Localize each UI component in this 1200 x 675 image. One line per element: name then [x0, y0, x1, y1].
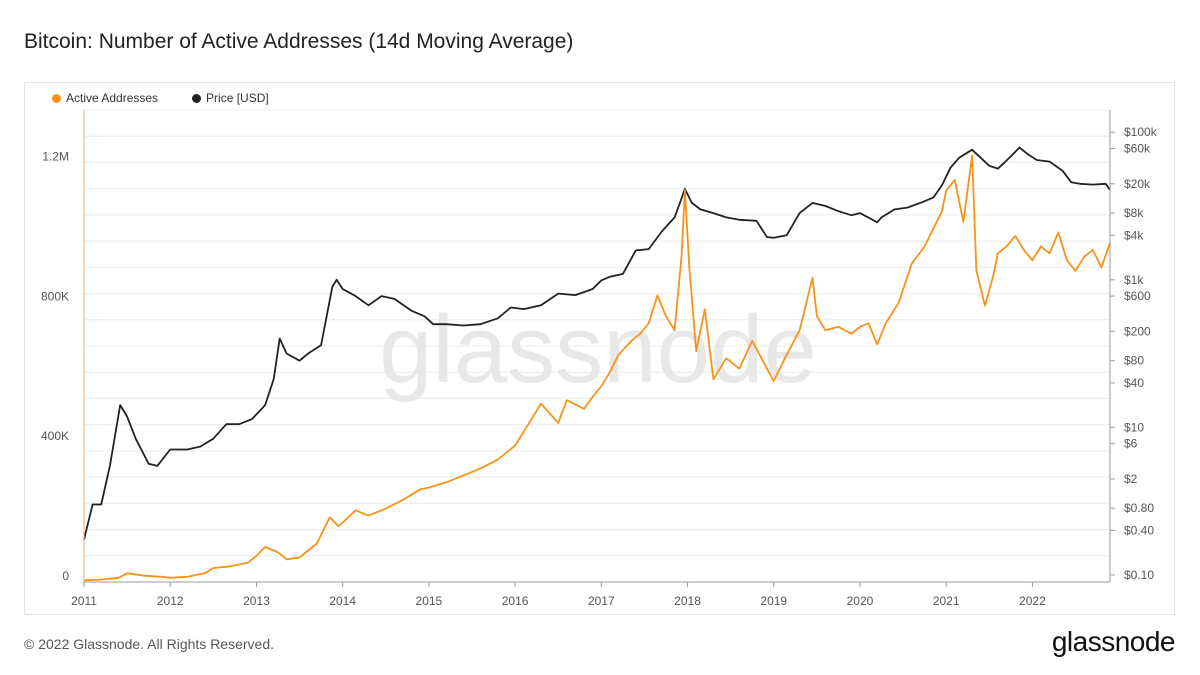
- x-tick-label: 2013: [243, 594, 270, 608]
- y-right-tick-label: $20k: [1124, 177, 1151, 191]
- x-tick-label: 2020: [847, 594, 874, 608]
- chart-title: Bitcoin: Number of Active Addresses (14d…: [24, 30, 574, 53]
- y-left-tick-label: 800K: [41, 289, 69, 303]
- y-right-tick-label: $4k: [1124, 228, 1144, 242]
- axis-layer: 2011 2012 2013 2014 2015 2016 2017 2018 2019 2020…: [41, 110, 1158, 608]
- grid-layer: [84, 109, 1110, 583]
- chart-panel: [24, 82, 1175, 615]
- y-right-tick-label: $80: [1124, 354, 1144, 368]
- y-left-tick-label: 1.2M: [42, 149, 69, 163]
- x-tick-label: 2011: [71, 594, 97, 608]
- series-layer: [83, 146, 1111, 582]
- legend-item-active-addresses[interactable]: Active Addresses: [52, 91, 158, 105]
- y-right-tick-label: $600: [1124, 289, 1151, 303]
- series-line-price: [83, 146, 1111, 540]
- glassnode-logo[interactable]: glassnode: [1051, 626, 1176, 657]
- x-tick-label: 2016: [502, 594, 529, 608]
- x-tick-label: 2017: [588, 594, 615, 608]
- y-right-tick-label: $100k: [1124, 125, 1158, 139]
- y-right-tick-label: $200: [1124, 324, 1151, 338]
- chart-legend: Active Addresses Price [USD]: [52, 91, 269, 105]
- y-right-tick-label: $0.40: [1124, 523, 1154, 537]
- watermark: glassnode: [379, 296, 817, 403]
- y-right-tick-label: $0.10: [1124, 568, 1154, 582]
- y-right-tick-label: $6: [1124, 437, 1138, 451]
- x-tick-label: 2019: [760, 594, 787, 608]
- y-right-tick-label: $0.80: [1124, 501, 1154, 515]
- copyright-text: © 2022 Glassnode. All Rights Reserved.: [24, 636, 275, 652]
- y-right-tick-label: $10: [1124, 420, 1144, 434]
- x-tick-label: 2021: [933, 594, 960, 608]
- y-left-tick-label: 400K: [41, 429, 69, 443]
- legend-dot-price: [192, 93, 202, 103]
- legend-dot-active-addresses: [52, 93, 61, 103]
- x-tick-label: 2014: [329, 594, 356, 608]
- x-tick-label: 2022: [1019, 594, 1046, 608]
- series-line-active-addresses: [83, 154, 1111, 582]
- y-right-tick-label: $1k: [1124, 273, 1144, 287]
- legend-label-active-addresses: Active Addresses: [66, 91, 159, 105]
- y-left-tick-label: 0: [62, 569, 69, 583]
- y-right-tick-label: $8k: [1124, 206, 1144, 220]
- legend-item-price[interactable]: Price [USD]: [192, 91, 269, 105]
- legend-label-price: Price [USD]: [206, 91, 269, 105]
- x-tick-label: 2015: [416, 594, 443, 608]
- y-right-tick-label: $60k: [1124, 142, 1151, 156]
- y-right-tick-label: $40: [1124, 376, 1144, 390]
- x-tick-label: 2012: [157, 594, 184, 608]
- x-tick-label: 2018: [674, 594, 701, 608]
- y-right-tick-label: $2: [1124, 472, 1138, 486]
